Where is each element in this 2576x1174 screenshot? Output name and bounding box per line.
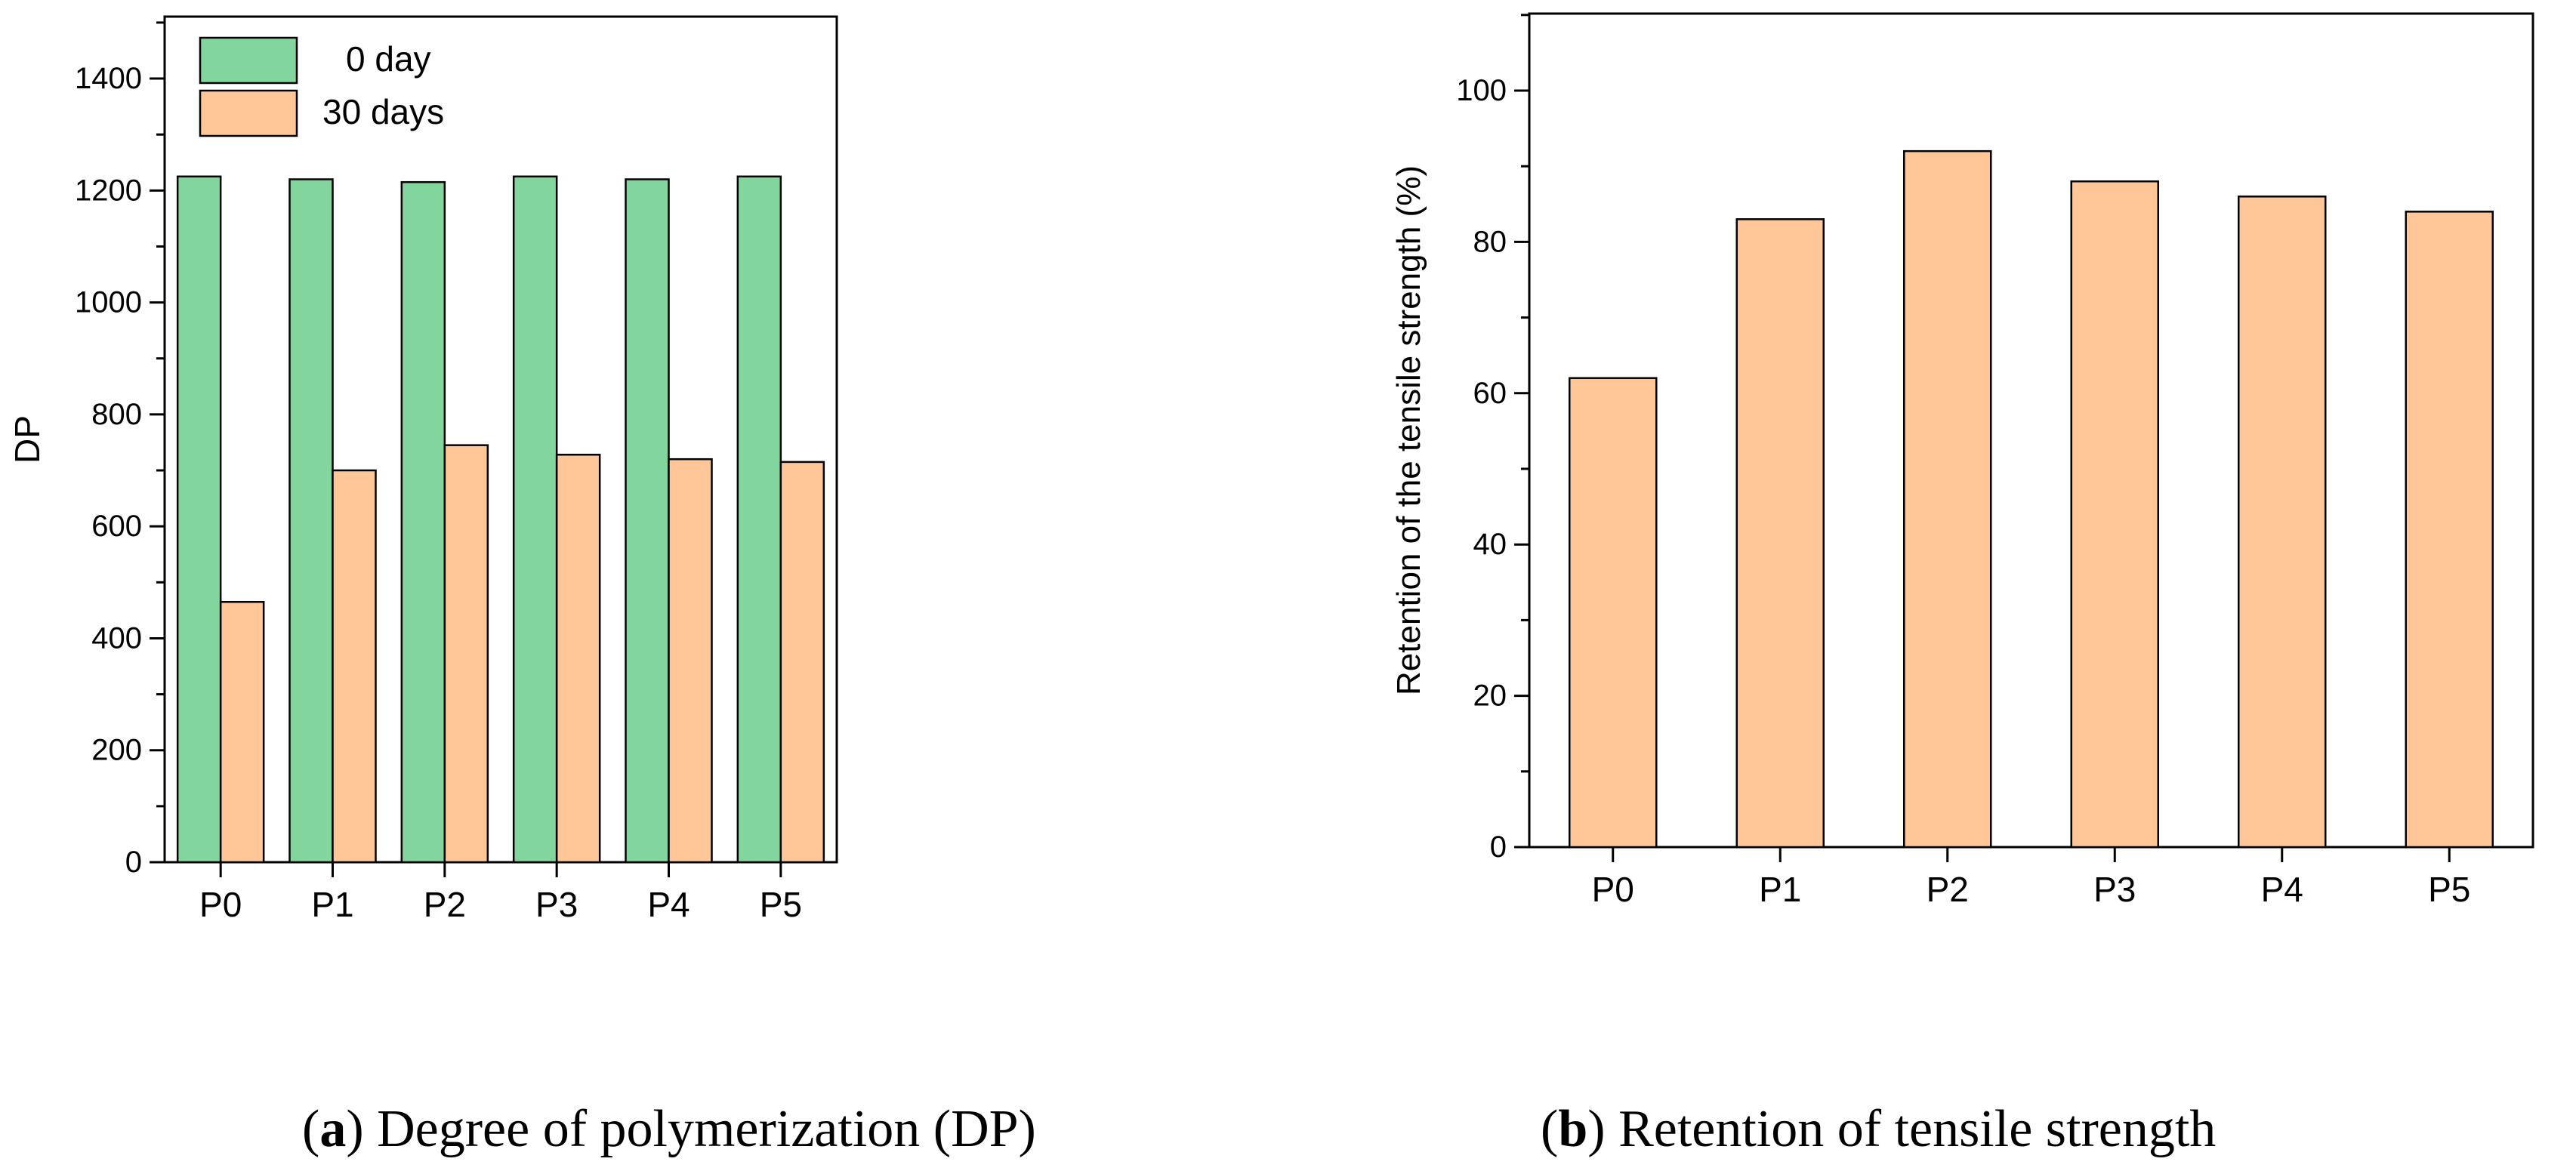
y-tick-label: 200 — [91, 734, 142, 767]
x-tick-label: P0 — [1592, 870, 1634, 909]
caption-a: (a) Degree of polymerization (DP) — [302, 1100, 1036, 1158]
x-tick-label: P3 — [2093, 870, 2136, 909]
x-tick-label: P0 — [199, 885, 242, 924]
caption-a-letter: a — [319, 1100, 346, 1158]
x-tick-label: P5 — [760, 885, 802, 924]
caption-b-letter: b — [1558, 1100, 1587, 1158]
y-tick-label: 1200 — [75, 174, 142, 207]
bar-day30-p5 — [779, 461, 825, 864]
y-tick-label: 800 — [91, 398, 142, 431]
plot-frame — [163, 15, 838, 864]
y-axis-title: DP — [8, 415, 47, 464]
bar-day0-p4 — [625, 178, 670, 864]
caption-b: (b) Retention of tensile strength — [1541, 1100, 2216, 1158]
bar-retention-p5 — [2405, 211, 2494, 849]
x-tick-label: P2 — [424, 885, 466, 924]
legend-swatch-day0 — [199, 36, 298, 85]
caption-a-text: Degree of polymerization (DP) — [364, 1100, 1036, 1158]
bar-day0-p1 — [288, 178, 334, 864]
x-tick-label: P5 — [2428, 870, 2470, 909]
bar-day0-p0 — [176, 175, 222, 864]
y-tick-label: 1400 — [75, 62, 142, 95]
legend-swatch-day30 — [199, 89, 298, 137]
y-tick-label: 20 — [1473, 679, 1507, 713]
plot-frame — [1528, 12, 2534, 849]
bar-retention-p2 — [1903, 149, 1992, 849]
y-tick-label: 80 — [1473, 225, 1507, 258]
y-tick-label: 0 — [125, 846, 142, 879]
x-tick-label: P4 — [647, 885, 690, 924]
bar-retention-p4 — [2238, 196, 2327, 849]
y-tick-label: 100 — [1456, 74, 1507, 107]
bar-day30-p3 — [555, 454, 601, 864]
y-tick-label: 40 — [1473, 528, 1507, 561]
bar-day30-p4 — [668, 458, 713, 864]
x-tick-label: P3 — [535, 885, 578, 924]
caption-b-text: Retention of tensile strength — [1606, 1100, 2217, 1158]
bar-retention-p3 — [2070, 180, 2159, 849]
legend-label-day0: 0 day — [346, 39, 431, 79]
y-tick-label: 1000 — [75, 286, 142, 319]
x-tick-label: P1 — [1759, 870, 1801, 909]
bar-day30-p0 — [219, 600, 265, 864]
bar-day30-p2 — [443, 444, 489, 864]
y-tick-label: 60 — [1473, 377, 1507, 410]
bar-day30-p1 — [332, 469, 377, 864]
x-tick-label: P1 — [311, 885, 353, 924]
bar-day0-p3 — [512, 175, 558, 864]
y-axis-title: Retention of the tensile strength (%) — [1390, 165, 1427, 695]
y-tick-label: 0 — [1490, 830, 1507, 864]
bar-retention-p0 — [1569, 377, 1658, 849]
x-tick-label: P2 — [1927, 870, 1969, 909]
y-tick-label: 400 — [91, 621, 142, 655]
chart-a-degree-of-polymerization: 0 200 400 600 800 1000 1200 1400 DP P0 P1 P2 P3 P4 P5 0… — [8, 15, 838, 924]
chart-b-tensile-retention: 0 20 40 60 80 100 Retention of the tensile str… — [1390, 12, 2534, 909]
x-tick-label: P4 — [2261, 870, 2303, 909]
bar-day0-p2 — [400, 180, 446, 864]
y-tick-label: 600 — [91, 510, 142, 543]
legend-label-day30: 30 days — [322, 92, 444, 131]
bar-retention-p1 — [1735, 218, 1825, 849]
bar-day0-p5 — [736, 175, 782, 864]
